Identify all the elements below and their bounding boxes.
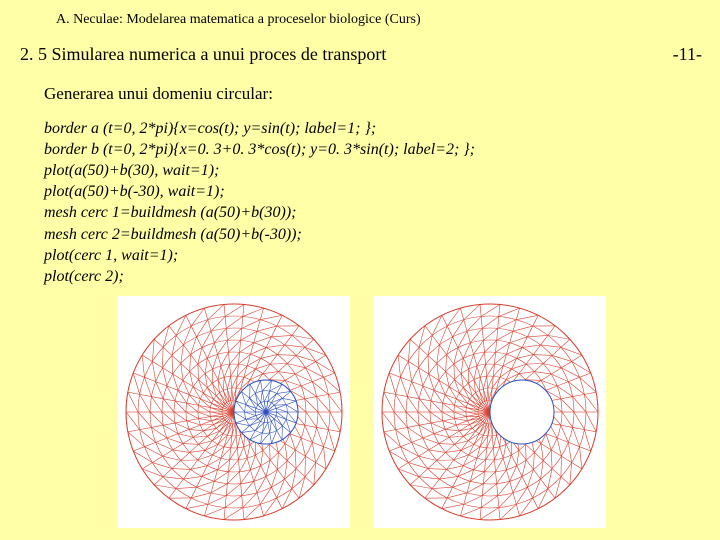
- page-number: -11-: [673, 44, 702, 65]
- mesh-panel-left: [118, 296, 350, 528]
- section-number: 2. 5: [20, 44, 47, 64]
- header-credit: A. Neculae: Modelarea matematica a proce…: [56, 12, 421, 28]
- code-block: border a (t=0, 2*pi){x=cos(t); y=sin(t);…: [44, 118, 475, 287]
- mesh-row: [118, 296, 606, 528]
- subheading: Generarea unui domeniu circular:: [44, 84, 273, 104]
- mesh-panel-right: [374, 296, 606, 528]
- section-title-text: Simularea numerica a unui proces de tran…: [52, 44, 387, 64]
- mesh-figure-hole: [374, 296, 606, 528]
- section-title: 2. 5 Simularea numerica a unui proces de…: [20, 44, 386, 65]
- mesh-figure-filled: [118, 296, 350, 528]
